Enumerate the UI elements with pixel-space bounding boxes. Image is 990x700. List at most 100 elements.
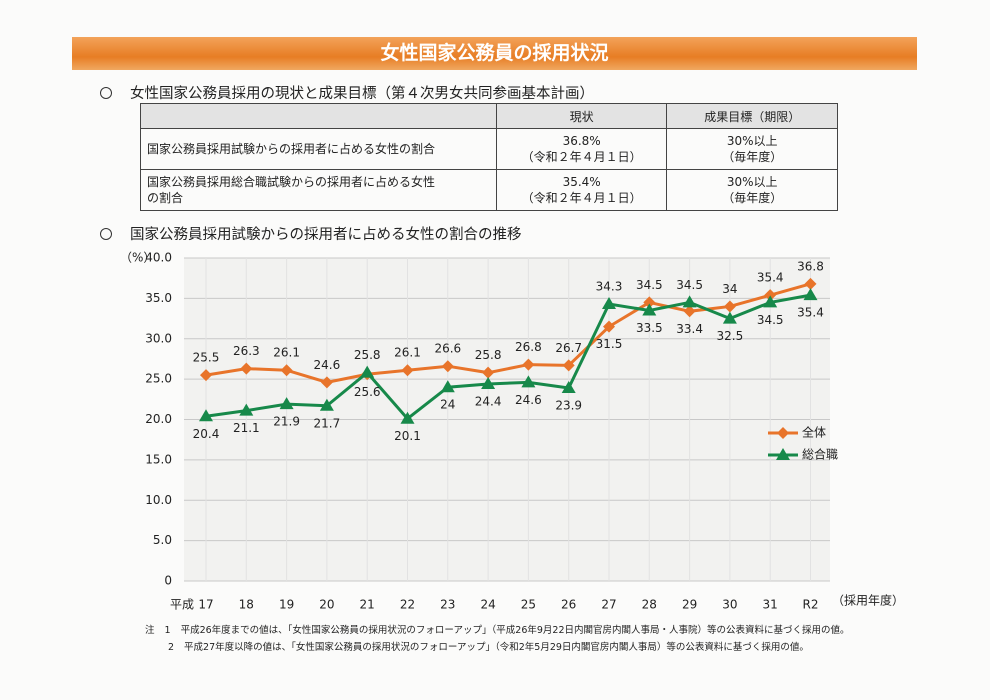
data-label: 34.5 xyxy=(757,313,784,327)
row-label: 国家公務員採用総合職試験からの採用者に占める女性 の割合 xyxy=(140,169,497,211)
data-label: 20.4 xyxy=(193,427,220,441)
marker xyxy=(481,376,496,389)
chart: （%） 平成 （採用年度） 0 5.0 10.0 15.0 20.0 25.0 30.0 35… xyxy=(120,251,904,612)
marker xyxy=(777,427,789,439)
marker xyxy=(764,289,777,302)
data-label: 25.8 xyxy=(354,348,381,362)
cell: 35.4% （令和２年４月１日） xyxy=(495,169,668,211)
y-tick-label: 40.0 xyxy=(145,251,172,265)
marker xyxy=(239,403,254,416)
data-label: 26.3 xyxy=(233,344,260,358)
text: 国家公務員採用総合職試験からの採用者に占める女性 xyxy=(147,175,436,189)
marker xyxy=(803,288,818,301)
text: （令和２年４月１日） xyxy=(521,150,642,164)
marker xyxy=(521,375,536,388)
row-label: 国家公務員採用試験からの採用者に占める女性の割合 xyxy=(140,128,497,170)
x-tick-label: 19 xyxy=(279,598,294,612)
x-tick-label: 21 xyxy=(360,598,375,612)
cell: 30%以上 （毎年度） xyxy=(666,169,838,211)
data-label: 32.5 xyxy=(717,329,744,343)
y-tick-label: 30.0 xyxy=(145,331,172,345)
header-cell: 成果目標（期限） xyxy=(666,103,838,129)
text: 30%以上 xyxy=(726,134,778,148)
data-label: 24.6 xyxy=(314,358,341,372)
y-tick-label: 0 xyxy=(164,574,172,588)
marker xyxy=(199,409,213,422)
marker xyxy=(776,448,790,460)
text: 35.4% xyxy=(562,175,601,189)
data-label: 36.8 xyxy=(797,259,824,273)
text: 30%以上 xyxy=(726,175,778,189)
section-heading: 国家公務員採用試験からの採用者に占める女性の割合の推移 xyxy=(100,223,522,244)
x-tick-label: 24 xyxy=(480,598,495,612)
text: 国家公務員採用試験からの採用者に占める女性の割合 xyxy=(147,142,436,156)
marker xyxy=(763,295,778,308)
note-text: 平成26年度までの値は、「女性国家公務員の採用状況のフォローアップ」（平成26年… xyxy=(180,625,850,636)
note-text: 平成27年度以降の値は、「女性国家公務員の採用状況のフォローアップ」（令和2年5… xyxy=(184,642,809,653)
series-line xyxy=(205,293,811,421)
data-label: 25.8 xyxy=(475,348,502,362)
marker xyxy=(440,380,455,393)
x-tick-label: 25 xyxy=(521,598,536,612)
marker xyxy=(279,397,294,410)
marker xyxy=(643,296,656,309)
data-label: 24 xyxy=(440,398,455,412)
x-axis-title: （採用年度） xyxy=(832,593,904,608)
marker xyxy=(562,359,575,372)
data-label: 26.7 xyxy=(555,341,582,355)
marker xyxy=(401,364,414,377)
data-label: 33.5 xyxy=(636,321,663,335)
note-label: 注 xyxy=(145,625,155,636)
data-label: 34 xyxy=(722,282,737,296)
data-label: 21.9 xyxy=(273,415,300,429)
y-unit: （%） xyxy=(120,251,155,265)
data-label: 26.1 xyxy=(394,346,421,360)
cell: 36.8% （令和２年４月１日） xyxy=(495,128,668,170)
x-tick-label: R2 xyxy=(803,598,819,612)
y-tick-label: 20.0 xyxy=(145,412,172,426)
text: 36.8% xyxy=(562,134,601,148)
y-tick-label: 35.0 xyxy=(145,291,172,305)
marker xyxy=(642,303,657,316)
marker xyxy=(722,311,737,324)
marker xyxy=(441,360,454,373)
data-label: 35.4 xyxy=(757,271,784,285)
data-label: 25.6 xyxy=(354,385,381,399)
marker xyxy=(240,362,253,375)
x-tick-label: 31 xyxy=(763,598,778,612)
note-number: 1 xyxy=(164,625,171,636)
data-label: 31.5 xyxy=(596,337,623,351)
marker xyxy=(682,295,697,308)
data-label: 26.8 xyxy=(515,340,542,354)
x-tick-label: 22 xyxy=(400,598,415,612)
y-tick-label: 25.0 xyxy=(145,372,172,386)
marker xyxy=(603,320,615,333)
data-label: 26.6 xyxy=(434,342,461,356)
data-label: 24.6 xyxy=(515,393,542,407)
marker xyxy=(319,398,334,411)
data-label: 20.1 xyxy=(394,429,421,443)
data-label: 26.1 xyxy=(273,346,300,360)
text: （令和２年４月１日） xyxy=(521,191,642,205)
legend-label: 総合職 xyxy=(802,447,838,462)
data-label: 34.3 xyxy=(596,280,623,294)
data-label: 25.5 xyxy=(193,351,220,365)
data-label: 34.5 xyxy=(676,278,703,292)
data-label: 33.4 xyxy=(676,322,703,336)
marker xyxy=(723,300,736,313)
x-tick-label: 18 xyxy=(239,598,254,612)
target-table: 現状 成果目標（期限） 国家公務員採用試験からの採用者に占める女性の割合 36.8… xyxy=(140,103,838,211)
x-tick-label: 27 xyxy=(601,598,616,612)
marker xyxy=(804,277,817,290)
marker xyxy=(683,305,696,318)
text: （毎年度） xyxy=(722,150,783,164)
data-label: 35.4 xyxy=(797,306,824,320)
marker xyxy=(561,381,576,394)
x-tick-label: 28 xyxy=(642,598,657,612)
y-tick-label: 15.0 xyxy=(145,452,172,466)
x-prefix: 平成 xyxy=(170,598,194,612)
note-number: 2 xyxy=(168,642,175,653)
banner-title: 女性国家公務員の採用状況 xyxy=(72,37,917,70)
data-label: 34.5 xyxy=(636,278,663,292)
